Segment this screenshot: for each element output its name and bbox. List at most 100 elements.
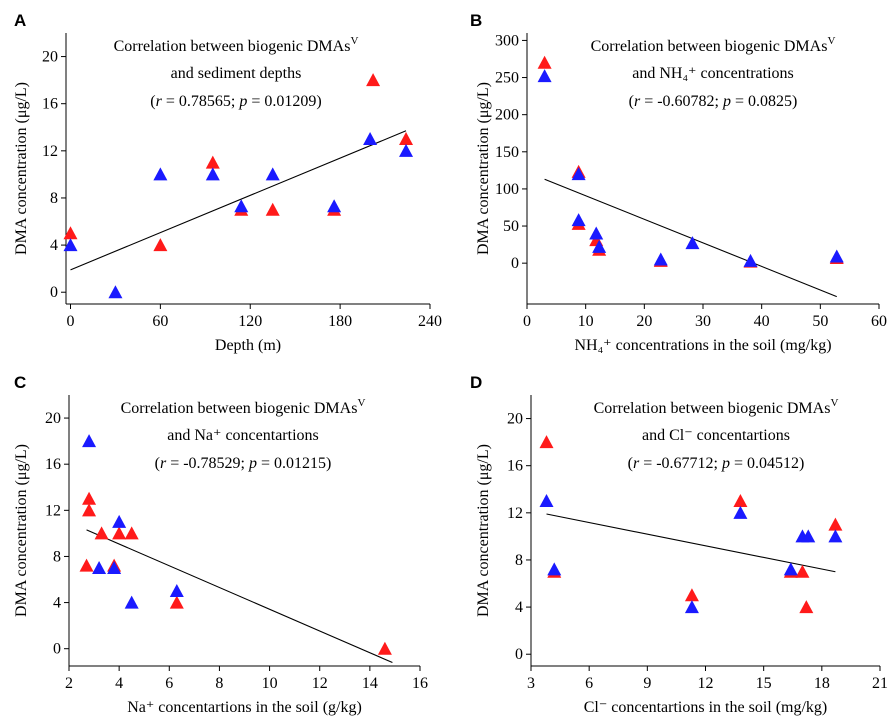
stats-p-symbol: p — [722, 93, 731, 110]
stats-p-symbol: p — [721, 455, 730, 472]
x-tick-label: 60 — [152, 313, 168, 330]
blue-triangle-point — [733, 505, 748, 519]
regression-line — [86, 529, 393, 664]
blue-triangle-point — [82, 434, 97, 448]
blue-triangle-point — [92, 560, 107, 574]
panel-letter: D — [470, 373, 482, 392]
blue-triangle-point — [547, 562, 562, 576]
blue-triangle-point — [63, 238, 78, 252]
y-tick-label: 16 — [45, 456, 61, 473]
stats-p-symbol: p — [248, 455, 257, 472]
panel-b: B 0 10 20 30 40 50 60 0 50 100 150 200 250 300 NH₄⁺ con… — [470, 11, 887, 354]
y-tick-label: 8 — [515, 552, 523, 569]
y-tick-label: 0 — [53, 641, 61, 658]
stats-paren-open: ( — [629, 93, 634, 110]
y-tick-label: 0 — [50, 284, 58, 301]
red-triangle-point — [82, 491, 97, 505]
x-tick-label: 120 — [238, 313, 262, 330]
stats-r-value: = -0.67712; — [639, 455, 722, 472]
blue-triangle-point — [363, 132, 378, 146]
stats-paren-open: ( — [150, 93, 155, 110]
x-tick-label: 6 — [165, 675, 173, 692]
y-tick-label: 100 — [495, 181, 519, 198]
blue-triangle-point — [589, 226, 604, 240]
red-triangle-point — [79, 558, 94, 572]
chart-title-line1: Correlation between biogenic DMAsV — [114, 35, 359, 55]
chart-title-text: Correlation between biogenic DMAs — [121, 400, 358, 417]
x-axis-label: Na⁺ concentartions in the soil (g/kg) — [127, 699, 362, 716]
y-tick-label: 300 — [495, 32, 519, 49]
panel-letter: C — [14, 373, 26, 392]
red-triangle-point — [265, 202, 280, 216]
blue-triangle-point — [571, 167, 586, 181]
red-triangle-point — [799, 600, 814, 614]
stats-r-symbol: r — [156, 93, 163, 110]
stats-r-symbol: r — [633, 455, 640, 472]
blue-triangle-point — [205, 167, 220, 181]
x-tick-label: 8 — [215, 675, 223, 692]
red-triangle-point — [399, 132, 414, 146]
chart-title-line2: and sediment depths — [171, 65, 302, 82]
blue-triangle-point — [571, 213, 586, 227]
regression-line — [70, 130, 407, 271]
stats-p-value: = 0.01215) — [257, 455, 331, 472]
blue-triangle-point — [592, 239, 607, 253]
regression-line — [546, 513, 836, 573]
y-tick-label: 16 — [42, 96, 58, 113]
x-tick-label: 20 — [636, 313, 652, 330]
x-tick-label: 10 — [578, 313, 594, 330]
chart-title-text: Correlation between biogenic DMAs — [594, 400, 831, 417]
chart-title-line1: Correlation between biogenic DMAsV — [594, 397, 839, 417]
y-tick-label: 0 — [511, 255, 519, 272]
chart-title-line1: Correlation between biogenic DMAsV — [591, 35, 836, 55]
x-tick-label: 0 — [523, 313, 531, 330]
x-tick-label: 14 — [362, 675, 378, 692]
y-tick-label: 12 — [45, 502, 61, 519]
x-tick-label: 4 — [115, 675, 123, 692]
y-tick-label: 8 — [53, 548, 61, 565]
y-tick-label: 12 — [507, 505, 523, 522]
stats-p-value: = 0.0825) — [731, 93, 797, 110]
y-tick-label: 250 — [495, 70, 519, 87]
red-triangle-point — [205, 155, 220, 169]
x-tick-label: 50 — [812, 313, 828, 330]
x-tick-label: 15 — [756, 675, 772, 692]
y-tick-label: 20 — [42, 49, 58, 66]
stats-annotation: (r = -0.60782; p = 0.0825) — [629, 93, 798, 110]
stats-annotation: (r = -0.78529; p = 0.01215) — [155, 455, 332, 472]
x-tick-label: 10 — [262, 675, 278, 692]
red-triangle-point — [377, 641, 392, 655]
blue-triangle-point — [124, 595, 139, 609]
x-axis-label: Cl⁻ concentartions in the soil (mg/kg) — [584, 699, 828, 716]
y-tick-label: 16 — [507, 458, 523, 475]
blue-triangle-point — [828, 529, 843, 543]
red-triangle-point — [63, 226, 78, 240]
x-tick-label: 9 — [643, 675, 651, 692]
red-triangle-point — [684, 588, 699, 602]
panel-c: C 2 4 6 8 10 12 14 16 0 4 8 12 16 20 Na⁺ concentartions… — [13, 373, 428, 716]
red-triangle-point — [733, 494, 748, 508]
blue-triangle-point — [399, 143, 414, 157]
y-tick-label: 50 — [503, 218, 519, 235]
stats-paren-open: ( — [155, 455, 160, 472]
blue-triangle-point — [327, 199, 342, 213]
stats-annotation: (r = 0.78565; p = 0.01209) — [150, 93, 321, 110]
chart-title-line2: and Na⁺ concentartions — [167, 427, 319, 444]
blue-triangle-point — [684, 600, 699, 614]
panel-letter: A — [14, 11, 26, 30]
chart-title-text: Correlation between biogenic DMAs — [114, 38, 351, 55]
stats-p-value: = 0.01209) — [247, 93, 321, 110]
red-triangle-point — [795, 564, 810, 578]
blue-triangle-point — [783, 562, 798, 576]
x-tick-label: 3 — [527, 675, 535, 692]
blue-triangle-point — [234, 199, 249, 213]
x-tick-label: 12 — [698, 675, 714, 692]
panel-a: A 0 60 120 180 240 0 4 8 12 16 20 Depth (m) DMA conce… — [13, 11, 442, 354]
stats-r-symbol: r — [634, 93, 641, 110]
x-axis-label: Depth (m) — [215, 337, 281, 354]
blue-triangle-point — [265, 167, 280, 181]
blue-triangle-point — [112, 514, 127, 528]
y-tick-label: 0 — [515, 646, 523, 663]
y-tick-label: 200 — [495, 107, 519, 124]
y-axis-label: DMA concentration (μg/L) — [13, 444, 30, 617]
